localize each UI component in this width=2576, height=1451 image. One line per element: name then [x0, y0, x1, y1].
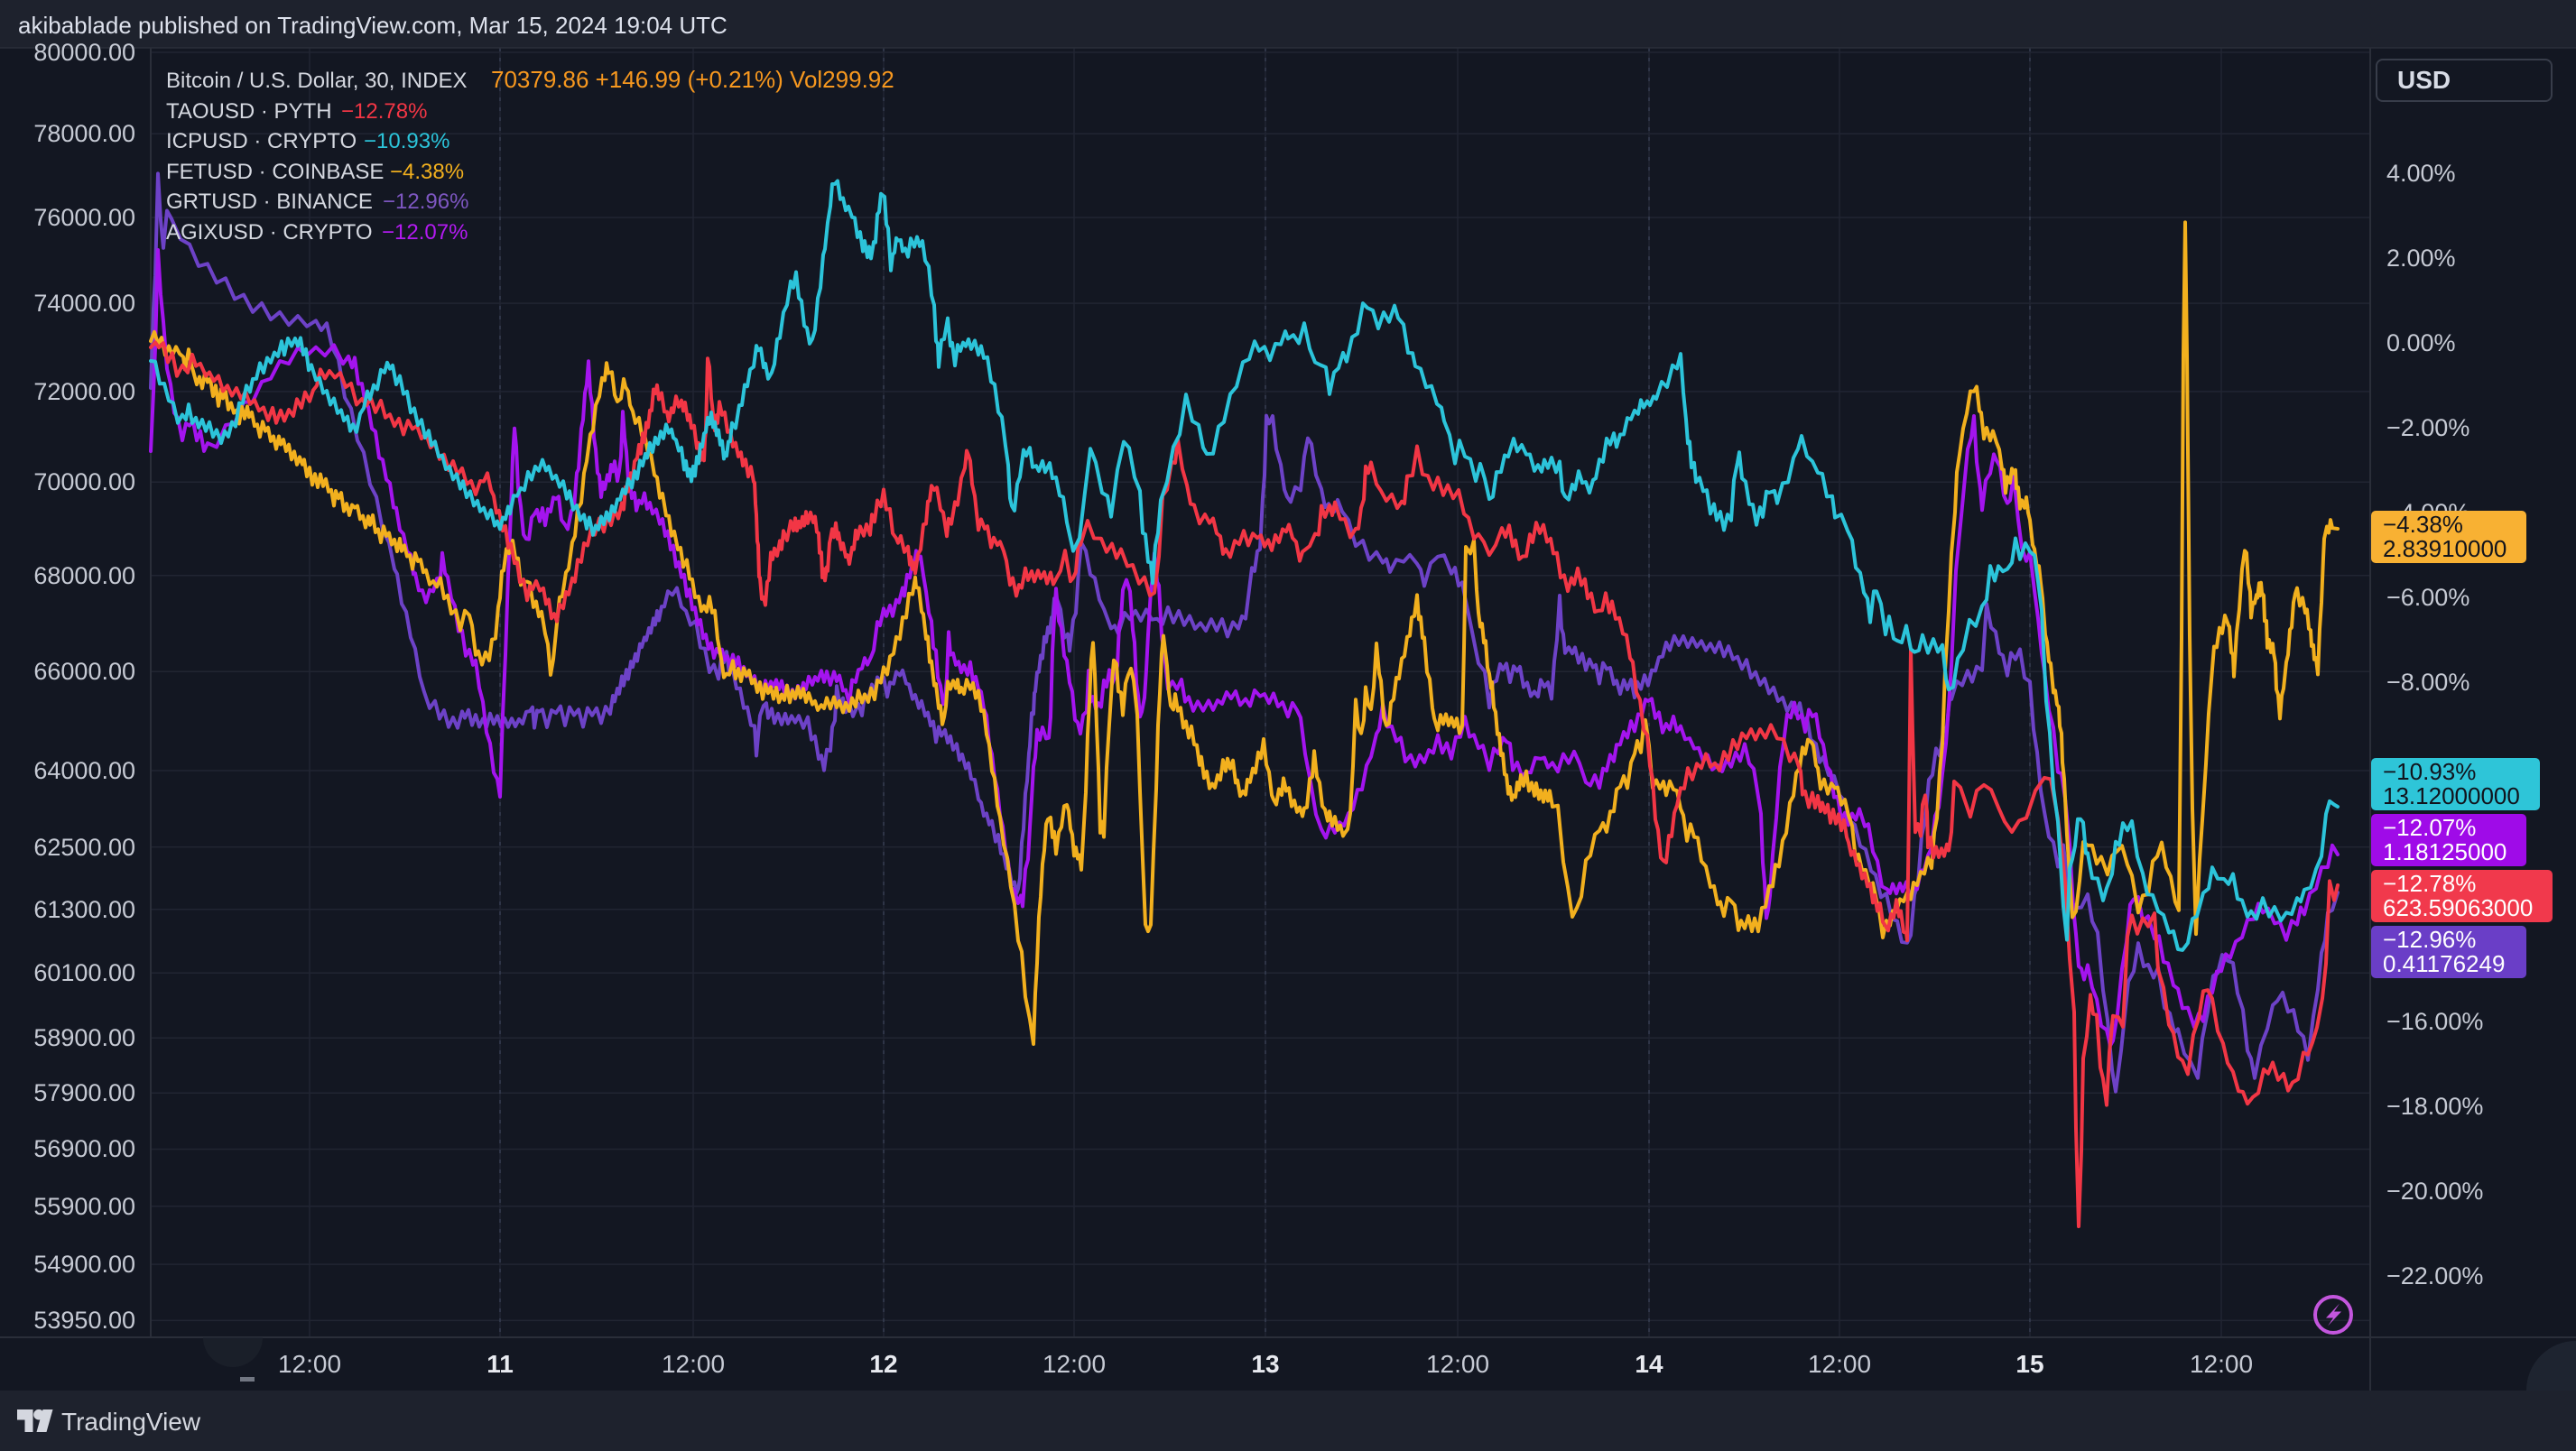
svg-text:−12.07%: −12.07% [2383, 814, 2476, 841]
svg-text:14: 14 [1635, 1350, 1663, 1378]
svg-text:623.59063000: 623.59063000 [2383, 894, 2533, 921]
svg-text:−6.00%: −6.00% [2386, 584, 2469, 611]
svg-text:68000.00: 68000.00 [33, 562, 135, 589]
svg-text:−4.38%: −4.38% [390, 160, 464, 184]
svg-text:76000.00: 76000.00 [33, 204, 135, 231]
svg-text:FETUSD · COINBASE: FETUSD · COINBASE [166, 160, 384, 184]
svg-text:12: 12 [869, 1350, 897, 1378]
svg-text:−22.00%: −22.00% [2386, 1262, 2483, 1289]
svg-text:−10.93%: −10.93% [2383, 758, 2476, 785]
svg-text:70000.00: 70000.00 [33, 468, 135, 495]
svg-text:13: 13 [1251, 1350, 1279, 1378]
svg-text:13.12000000: 13.12000000 [2383, 782, 2520, 809]
svg-text:54900.00: 54900.00 [33, 1251, 135, 1278]
svg-text:80000.00: 80000.00 [33, 39, 135, 66]
svg-text:−12.07%: −12.07% [382, 220, 468, 245]
svg-text:ICPUSD · CRYPTO: ICPUSD · CRYPTO [166, 129, 357, 153]
svg-text:TradingView: TradingView [61, 1408, 201, 1436]
svg-text:2.00%: 2.00% [2386, 245, 2456, 272]
svg-text:−12.96%: −12.96% [383, 189, 468, 214]
svg-text:12:00: 12:00 [1426, 1350, 1489, 1378]
svg-text:−12.78%: −12.78% [341, 99, 427, 124]
svg-text:12:00: 12:00 [2190, 1350, 2253, 1378]
svg-text:−18.00%: −18.00% [2386, 1093, 2483, 1120]
svg-text:58900.00: 58900.00 [33, 1024, 135, 1051]
svg-text:78000.00: 78000.00 [33, 120, 135, 147]
svg-text:USD: USD [2397, 66, 2451, 94]
svg-text:53950.00: 53950.00 [33, 1307, 135, 1334]
svg-text:GRTUSD · BINANCE: GRTUSD · BINANCE [166, 189, 373, 214]
svg-text:62500.00: 62500.00 [33, 834, 135, 861]
svg-text:0.00%: 0.00% [2386, 329, 2456, 356]
svg-text:74000.00: 74000.00 [33, 290, 135, 317]
svg-text:55900.00: 55900.00 [33, 1193, 135, 1220]
svg-text:−16.00%: −16.00% [2386, 1008, 2483, 1035]
svg-text:−12.78%: −12.78% [2383, 870, 2476, 897]
svg-text:TAOUSD · PYTH: TAOUSD · PYTH [166, 99, 332, 124]
svg-text:−8.00%: −8.00% [2386, 669, 2469, 696]
svg-text:12:00: 12:00 [662, 1350, 725, 1378]
svg-text:−12.96%: −12.96% [2383, 926, 2476, 953]
svg-text:0.41176249: 0.41176249 [2383, 950, 2505, 977]
svg-text:66000.00: 66000.00 [33, 658, 135, 685]
svg-text:64000.00: 64000.00 [33, 757, 135, 784]
svg-text:AGIXUSD · CRYPTO: AGIXUSD · CRYPTO [166, 220, 373, 245]
svg-text:11: 11 [486, 1350, 514, 1378]
svg-text:Bitcoin / U.S. Dollar, 30, IND: Bitcoin / U.S. Dollar, 30, INDEX [166, 69, 467, 93]
svg-text:−20.00%: −20.00% [2386, 1178, 2483, 1205]
svg-text:61300.00: 61300.00 [33, 896, 135, 923]
svg-text:72000.00: 72000.00 [33, 378, 135, 405]
svg-text:akibablade published on Tradin: akibablade published on TradingView.com,… [18, 12, 727, 39]
svg-text:70379.86 +146.99 (+0.21%) Vo: 70379.86 +146.99 (+0.21%) Vol299.92 [491, 66, 894, 93]
svg-text:−4.38%: −4.38% [2383, 511, 2463, 538]
svg-text:15: 15 [2015, 1350, 2043, 1378]
svg-text:−10.93%: −10.93% [364, 129, 449, 153]
svg-text:12:00: 12:00 [1808, 1350, 1871, 1378]
svg-text:1.18125000: 1.18125000 [2383, 838, 2507, 865]
svg-text:−2.00%: −2.00% [2386, 414, 2469, 441]
svg-text:12:00: 12:00 [1042, 1350, 1106, 1378]
svg-text:12:00: 12:00 [278, 1350, 341, 1378]
svg-text:56900.00: 56900.00 [33, 1135, 135, 1162]
svg-text:2.83910000: 2.83910000 [2383, 535, 2507, 562]
svg-text:60100.00: 60100.00 [33, 959, 135, 986]
svg-text:4.00%: 4.00% [2386, 160, 2456, 187]
svg-text:57900.00: 57900.00 [33, 1079, 135, 1106]
